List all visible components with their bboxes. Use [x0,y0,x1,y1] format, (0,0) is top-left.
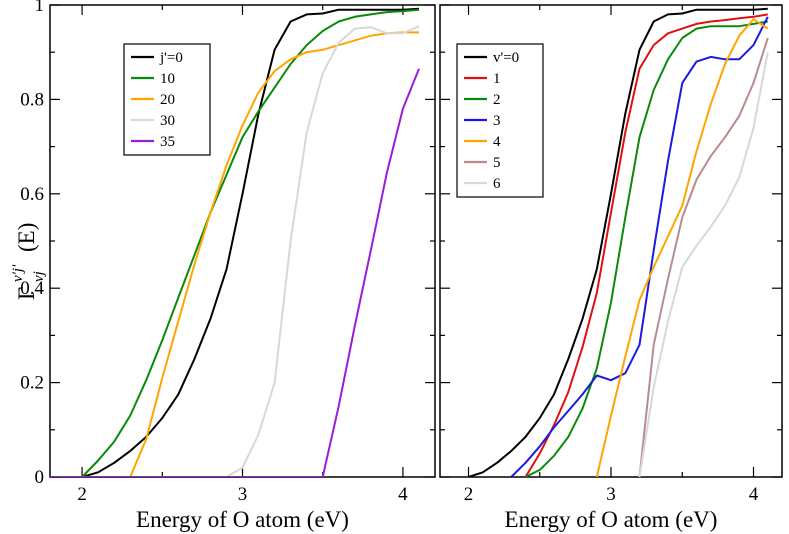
series-line-2 [525,20,768,477]
legend-label-6: 6 [493,176,501,192]
y-axis-label-subscript: vj [31,271,47,282]
plot-frame [49,4,436,478]
left-panel: 2 3 4 0 0.2 0.4 0.6 0.8 1 Energy of O atom (eV) j'… [20,0,436,532]
x-tick-label: 2 [464,484,474,505]
y-axis-label: Γ v'j' vj (E) [10,223,47,300]
x-tick-label: 2 [77,484,87,505]
legend: j'=0 10 20 30 35 [123,43,211,156]
series-line-35 [50,68,420,477]
legend-label-10: 10 [160,71,175,87]
series-line-v-0 [468,7,768,477]
y-tick-label: 0.6 [20,184,44,205]
x-tick-label: 3 [238,484,248,505]
y-axis-label-suffix: (E) [14,223,39,252]
legend-label-v-0: v'=0 [493,50,519,66]
x-tick-label: 4 [398,484,408,505]
y-axis-label-symbol: Γ [14,287,39,300]
series-line-4 [595,18,769,477]
x-axis-label: Energy of O atom (eV) [505,507,718,532]
series-line-10 [81,8,420,477]
y-tick-label: 0 [35,467,45,488]
series-line-20 [129,31,419,477]
y-tick-label: 1 [35,0,45,16]
legend-label-2: 2 [493,92,501,108]
series-line-5 [638,37,769,477]
y-axis-label-superscript: v'j' [10,264,26,282]
series-line-3 [510,16,769,477]
y-tick-label: 0.8 [20,89,44,110]
y-tick-label: 0.4 [20,278,44,299]
legend-label-j-0: j'=0 [159,50,183,66]
right-panel: 2 3 4 Energy of O atom (eV) v'=0 1 2 3 4 5 6 [439,4,783,532]
legend: v'=0 1 2 3 4 5 6 [456,43,544,198]
series-line-30 [225,25,420,477]
series-line-1 [524,13,768,477]
legend-label-1: 1 [493,71,501,87]
x-tick-label: 3 [606,484,616,505]
x-axis-label: Energy of O atom (eV) [136,507,349,532]
legend-label-4: 4 [493,134,501,150]
legend-label-5: 5 [493,155,501,171]
legend-label-20: 20 [160,92,175,108]
series-line-6 [638,52,769,477]
legend-label-30: 30 [160,113,175,129]
series-line-j-0 [50,7,420,477]
y-tick-label: 0.2 [20,373,44,394]
x-tick-label: 4 [749,484,759,505]
legend-label-3: 3 [493,113,501,129]
legend-label-35: 35 [160,134,175,150]
